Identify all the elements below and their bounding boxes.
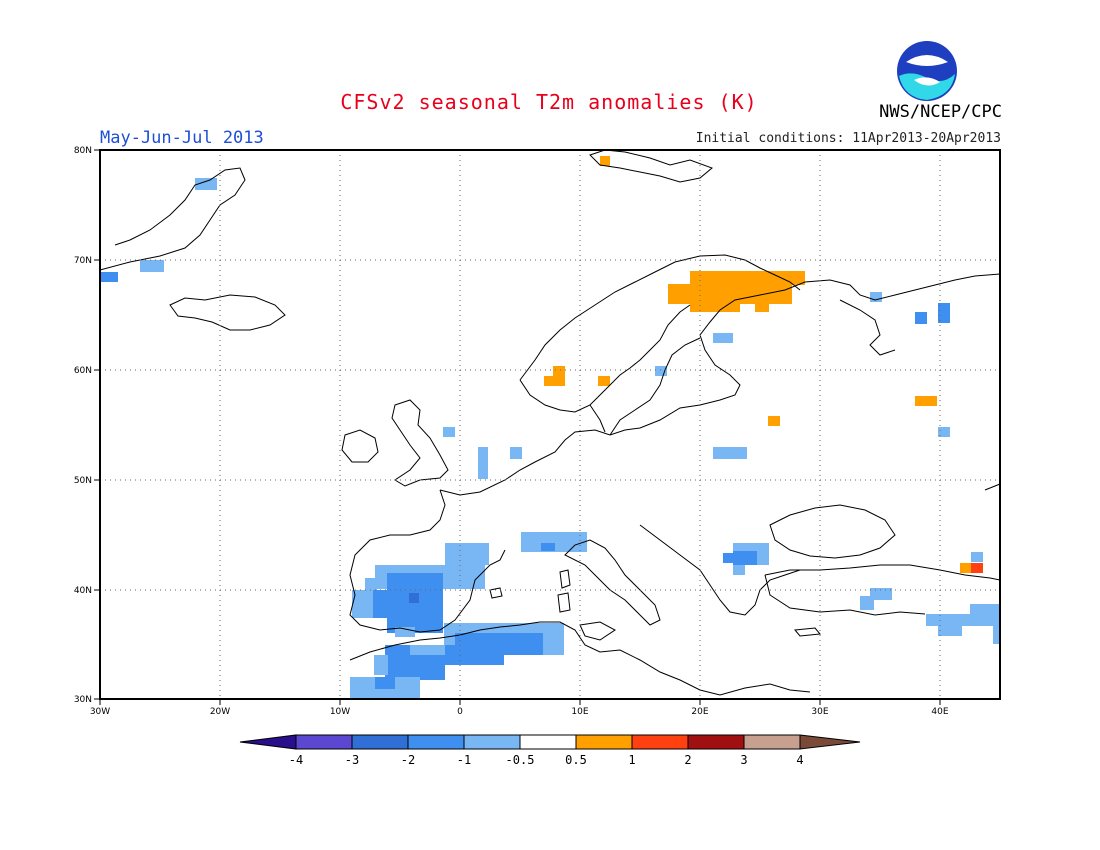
lat-label-80n: 80N bbox=[74, 146, 92, 156]
chart-title: CFSv2 seasonal T2m anomalies (K) bbox=[0, 90, 1100, 114]
colorbar-label: 4 bbox=[796, 753, 803, 767]
lon-label-40e: 40E bbox=[931, 707, 948, 717]
anomaly-cells bbox=[100, 156, 1001, 699]
lat-label-40n: 40N bbox=[74, 586, 92, 596]
lat-label-70n: 70N bbox=[74, 256, 92, 266]
lat-label-60n: 60N bbox=[74, 366, 92, 376]
lon-label-30e: 30E bbox=[811, 707, 828, 717]
lon-label-30w: 30W bbox=[90, 707, 110, 717]
chart-title-text: CFSv2 seasonal T2m anomalies (K) bbox=[340, 90, 758, 114]
coastlines bbox=[99, 149, 1001, 696]
map-frame bbox=[99, 149, 1001, 700]
colorbar-label: 3 bbox=[740, 753, 747, 767]
colorbar-label: 1 bbox=[628, 753, 635, 767]
colorbar-segment bbox=[295, 734, 353, 750]
lon-label-20w: 20W bbox=[210, 707, 230, 717]
colorbar-label: -1 bbox=[457, 753, 471, 767]
lon-label-20e: 20E bbox=[691, 707, 708, 717]
colorbar-label: 0.5 bbox=[565, 753, 587, 767]
colorbar-segment bbox=[575, 734, 633, 750]
colorbar bbox=[239, 734, 861, 750]
lat-label-50n: 50N bbox=[74, 476, 92, 486]
colorbar-upper-arrow bbox=[799, 734, 861, 750]
lat-label-30n: 30N bbox=[74, 695, 92, 705]
map-grid bbox=[100, 150, 1000, 699]
colorbar-segment bbox=[463, 734, 521, 750]
colorbar-segment bbox=[519, 734, 577, 750]
colorbar-label: -3 bbox=[345, 753, 359, 767]
colorbar-label: 2 bbox=[684, 753, 691, 767]
lon-label-10e: 10E bbox=[571, 707, 588, 717]
lon-label-0: 0 bbox=[457, 707, 463, 717]
colorbar-segment bbox=[351, 734, 409, 750]
colorbar-label: -2 bbox=[401, 753, 415, 767]
noaa-logo-icon bbox=[897, 41, 957, 101]
colorbar-segment bbox=[631, 734, 689, 750]
initial-conditions: Initial conditions: 11Apr2013-20Apr2013 bbox=[695, 131, 1001, 146]
axis-ticks bbox=[94, 149, 941, 705]
colorbar-segment bbox=[687, 734, 745, 750]
colorbar-segment bbox=[407, 734, 465, 750]
lon-label-10w: 10W bbox=[330, 707, 350, 717]
forecast-period: May-Jun-Jul 2013 bbox=[100, 128, 264, 148]
organization-label: NWS/NCEP/CPC bbox=[879, 102, 1002, 122]
colorbar-label: -4 bbox=[289, 753, 303, 767]
colorbar-lower-arrow bbox=[239, 734, 297, 750]
colorbar-segment bbox=[743, 734, 801, 750]
colorbar-label: -0.5 bbox=[506, 753, 535, 767]
